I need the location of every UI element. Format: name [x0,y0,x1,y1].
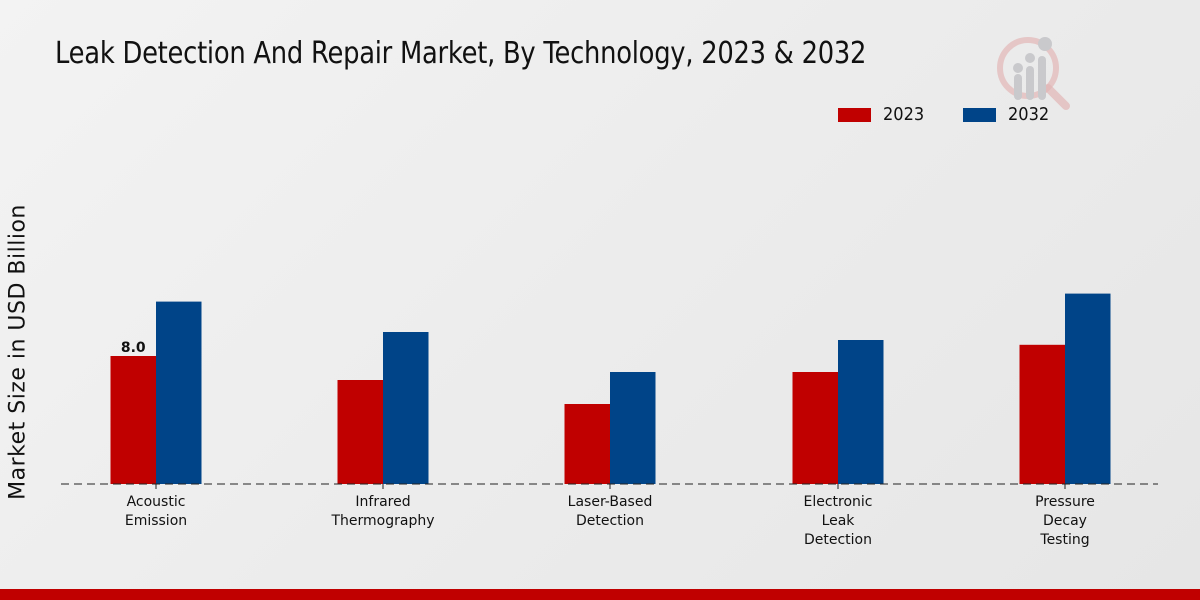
legend-item-2023: 2023 [838,104,929,125]
bar-2023-3 [792,372,838,484]
chart-title: Leak Detection And Repair Market, By Tec… [55,36,867,71]
x-tick-label-line: Thermography [330,513,434,529]
data-label-2023-0: 8.0 [121,340,146,356]
legend-swatch-2032 [962,107,996,122]
x-tick-label-line: Emission [125,513,187,529]
bar-2023-2 [564,404,610,484]
x-tick-label-line: Pressure [1035,494,1095,510]
x-tick-label-line: Detection [804,532,872,548]
x-tick-label-line: Testing [1039,532,1089,548]
x-tick-label-4: Pressure Decay Testing [1035,494,1095,548]
x-tick-label-line: Acoustic [127,494,186,510]
x-tick-label-0: Acoustic Emission [125,494,187,529]
chart-legend: 2023 2032 [838,104,1088,125]
x-tick-label-line: Electronic [803,494,872,510]
bar-2023-4 [1019,344,1065,484]
bar-2032-3 [838,340,884,484]
bar-2032-0 [156,301,202,484]
footer-bar [0,589,1200,600]
bar-2032-2 [610,372,656,484]
bar-2023-0 [110,356,156,484]
x-tick-label-line: Decay [1043,513,1087,529]
x-tick-label-line: Leak [822,513,856,529]
legend-label-2023: 2023 [883,104,925,125]
x-tick-label-2: Laser-Based Detection [568,494,653,529]
x-tick-label-3: Electronic Leak Detection [803,494,872,548]
bar-2032-4 [1065,293,1111,484]
legend-label-2032: 2032 [1007,104,1050,125]
legend-item-2032: 2032 [962,104,1054,125]
magnifier-chart-logo-icon [997,37,1070,110]
bar-2023-1 [337,380,383,484]
bar-2032-1 [383,332,429,484]
x-tick-label-line: Laser-Based [568,494,653,510]
x-tick-label-line: Infrared [355,494,410,510]
x-tick-label-1: Infrared Thermography [330,494,434,529]
legend-swatch-2023 [838,107,871,122]
x-tick-label-line: Detection [576,513,644,529]
